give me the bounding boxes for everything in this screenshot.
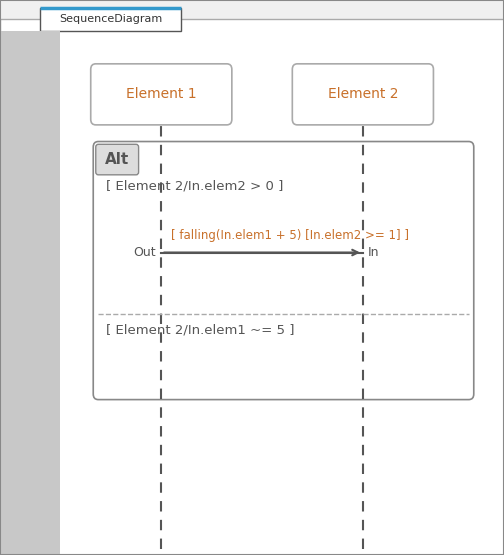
FancyBboxPatch shape [292,64,433,125]
Text: [ Element 2/In.elem2 > 0 ]: [ Element 2/In.elem2 > 0 ] [106,179,283,193]
Text: In: In [368,246,380,259]
Text: Out: Out [134,246,156,259]
FancyBboxPatch shape [93,142,474,400]
Text: Alt: Alt [105,152,130,167]
Polygon shape [40,8,181,31]
Text: Element 1: Element 1 [126,87,197,102]
FancyBboxPatch shape [0,31,60,555]
FancyBboxPatch shape [96,144,139,175]
Text: Element 2: Element 2 [328,87,398,102]
Text: SequenceDiagram: SequenceDiagram [59,14,162,24]
FancyBboxPatch shape [91,64,232,125]
Text: [ falling(In.elem1 + 5) [In.elem2 >= 1] ]: [ falling(In.elem1 + 5) [In.elem2 >= 1] … [171,229,409,243]
Text: [ Element 2/In.elem1 ~= 5 ]: [ Element 2/In.elem1 ~= 5 ] [106,324,294,337]
FancyBboxPatch shape [0,19,504,555]
